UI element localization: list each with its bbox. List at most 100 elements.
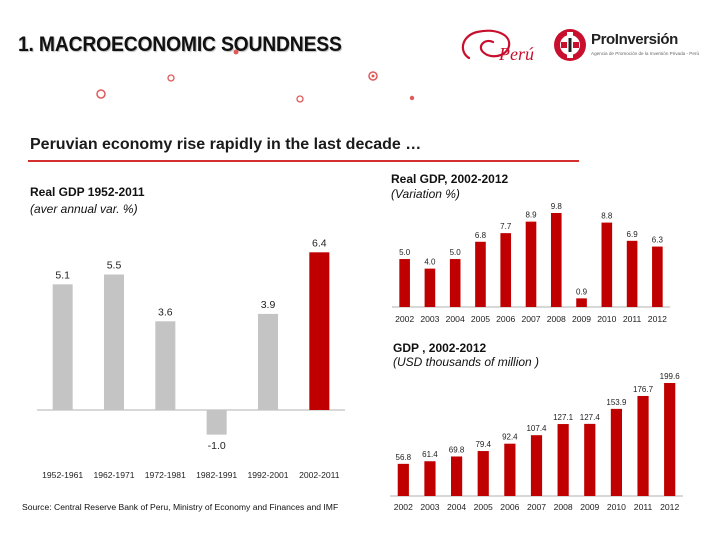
bar-2003 [424, 268, 436, 307]
category-label-2009: 2009 [572, 314, 591, 324]
peru-brand-logo: Perú [461, 29, 534, 64]
chart3-title: GDP , 2002-2012 [393, 341, 487, 355]
data-label-1972-1981: 3.6 [158, 306, 173, 318]
bar-2005 [477, 451, 489, 496]
proinversion-tagline: Agencia de Promoción de la Inversión Pri… [591, 51, 700, 56]
category-label-2012: 2012 [648, 314, 667, 324]
data-label-2010: 153.9 [606, 398, 627, 407]
chart1-subtitle: (aver annual var. %) [30, 202, 138, 216]
data-label-2003: 61.4 [422, 450, 438, 459]
bar-2011 [626, 240, 638, 307]
data-label-2012: 199.6 [660, 372, 681, 381]
bar-2008 [550, 213, 562, 307]
proinversion-logo-icon [554, 29, 586, 61]
category-label-2004: 2004 [447, 502, 466, 512]
category-label-2003: 2003 [420, 314, 439, 324]
category-label-2011: 2011 [623, 314, 642, 324]
bar-2002-2011 [309, 252, 330, 410]
bar-2010 [610, 408, 623, 496]
bar-2006 [504, 443, 516, 496]
category-label-2006: 2006 [496, 314, 515, 324]
category-label-2008: 2008 [547, 314, 566, 324]
bar-2007 [530, 435, 543, 496]
bar-2009 [576, 298, 587, 307]
category-label-1982-1991: 1982-1991 [196, 470, 237, 480]
peru-logo-text: Perú [498, 44, 534, 64]
data-label-2012: 6.3 [652, 236, 664, 245]
bar-1982-1991 [206, 410, 227, 435]
proinversion-name: ProInversión [591, 31, 678, 48]
bar-2009 [584, 423, 596, 496]
bar-2006 [500, 233, 512, 307]
category-label-2008: 2008 [554, 502, 573, 512]
category-label-2011: 2011 [634, 502, 653, 512]
bar-2011 [637, 395, 649, 496]
bar-2003 [424, 461, 436, 496]
data-label-1992-2001: 3.9 [261, 299, 276, 311]
bar-2002 [399, 259, 410, 307]
chart2-title: Real GDP, 2002-2012 [391, 172, 509, 186]
bar-2004 [449, 259, 461, 307]
data-label-2002: 56.8 [396, 453, 412, 462]
category-label-1952-1961: 1952-1961 [42, 470, 83, 480]
chart2-subtitle: (Variation %) [391, 187, 460, 201]
subtitle-rule [28, 160, 579, 162]
data-label-2007: 8.9 [525, 211, 537, 220]
bar-2008 [557, 424, 569, 496]
source-note: Source: Central Reserve Bank of Peru, Mi… [22, 502, 339, 512]
data-label-2004: 5.0 [450, 248, 462, 257]
category-label-2002: 2002 [395, 314, 414, 324]
category-label-2007: 2007 [521, 314, 540, 324]
bar-2004 [450, 456, 463, 496]
data-label-2006: 7.7 [500, 222, 512, 231]
category-label-2006: 2006 [500, 502, 519, 512]
data-label-1962-1971: 5.5 [107, 259, 122, 271]
category-label-2002-2011: 2002-2011 [299, 470, 340, 480]
chart1-title: Real GDP 1952-2011 [30, 185, 145, 199]
data-label-1982-1991: -1.0 [208, 440, 226, 452]
data-label-2011: 176.7 [633, 385, 654, 394]
category-label-2005: 2005 [471, 314, 490, 324]
bar-2010 [601, 222, 613, 307]
bar-1952-1961 [52, 284, 73, 410]
data-label-2011: 6.9 [627, 230, 639, 239]
category-label-2009: 2009 [580, 502, 599, 512]
data-label-2008: 9.8 [551, 202, 563, 211]
data-label-1952-1961: 5.1 [55, 269, 70, 281]
bar-1962-1971 [103, 274, 125, 410]
bar-1972-1981 [155, 321, 176, 410]
bar-2002 [397, 463, 409, 496]
data-label-2005: 6.8 [475, 231, 487, 240]
bar-2007 [525, 221, 537, 307]
category-label-2002: 2002 [394, 502, 413, 512]
bar-2012 [664, 383, 676, 496]
bar-2012 [652, 246, 663, 307]
category-label-2010: 2010 [607, 502, 626, 512]
data-label-2002-2011: 6.4 [312, 237, 327, 249]
category-label-1972-1981: 1972-1981 [145, 470, 186, 480]
section-subtitle: Peruvian economy rise rapidly in the las… [30, 136, 422, 153]
data-label-2010: 8.8 [601, 212, 613, 221]
data-label-2007: 107.4 [526, 424, 547, 433]
data-label-2009: 127.4 [580, 413, 601, 422]
category-label-2012: 2012 [660, 502, 679, 512]
bar-1992-2001 [257, 313, 279, 410]
data-label-2005: 79.4 [475, 440, 491, 449]
category-label-2003: 2003 [420, 502, 439, 512]
data-label-2009: 0.9 [576, 287, 588, 296]
data-label-2002: 5.0 [399, 248, 411, 257]
chart3-subtitle: (USD thousands of million ) [393, 355, 540, 369]
category-label-2010: 2010 [597, 314, 616, 324]
data-label-2006: 92.4 [502, 433, 518, 442]
category-label-1962-1971: 1962-1971 [93, 470, 134, 480]
bar-2005 [475, 241, 486, 307]
category-label-2004: 2004 [446, 314, 465, 324]
data-label-2003: 4.0 [424, 258, 436, 267]
category-label-2005: 2005 [474, 502, 493, 512]
data-label-2004: 69.8 [449, 445, 465, 454]
category-label-2007: 2007 [527, 502, 546, 512]
data-label-2008: 127.1 [553, 413, 574, 422]
